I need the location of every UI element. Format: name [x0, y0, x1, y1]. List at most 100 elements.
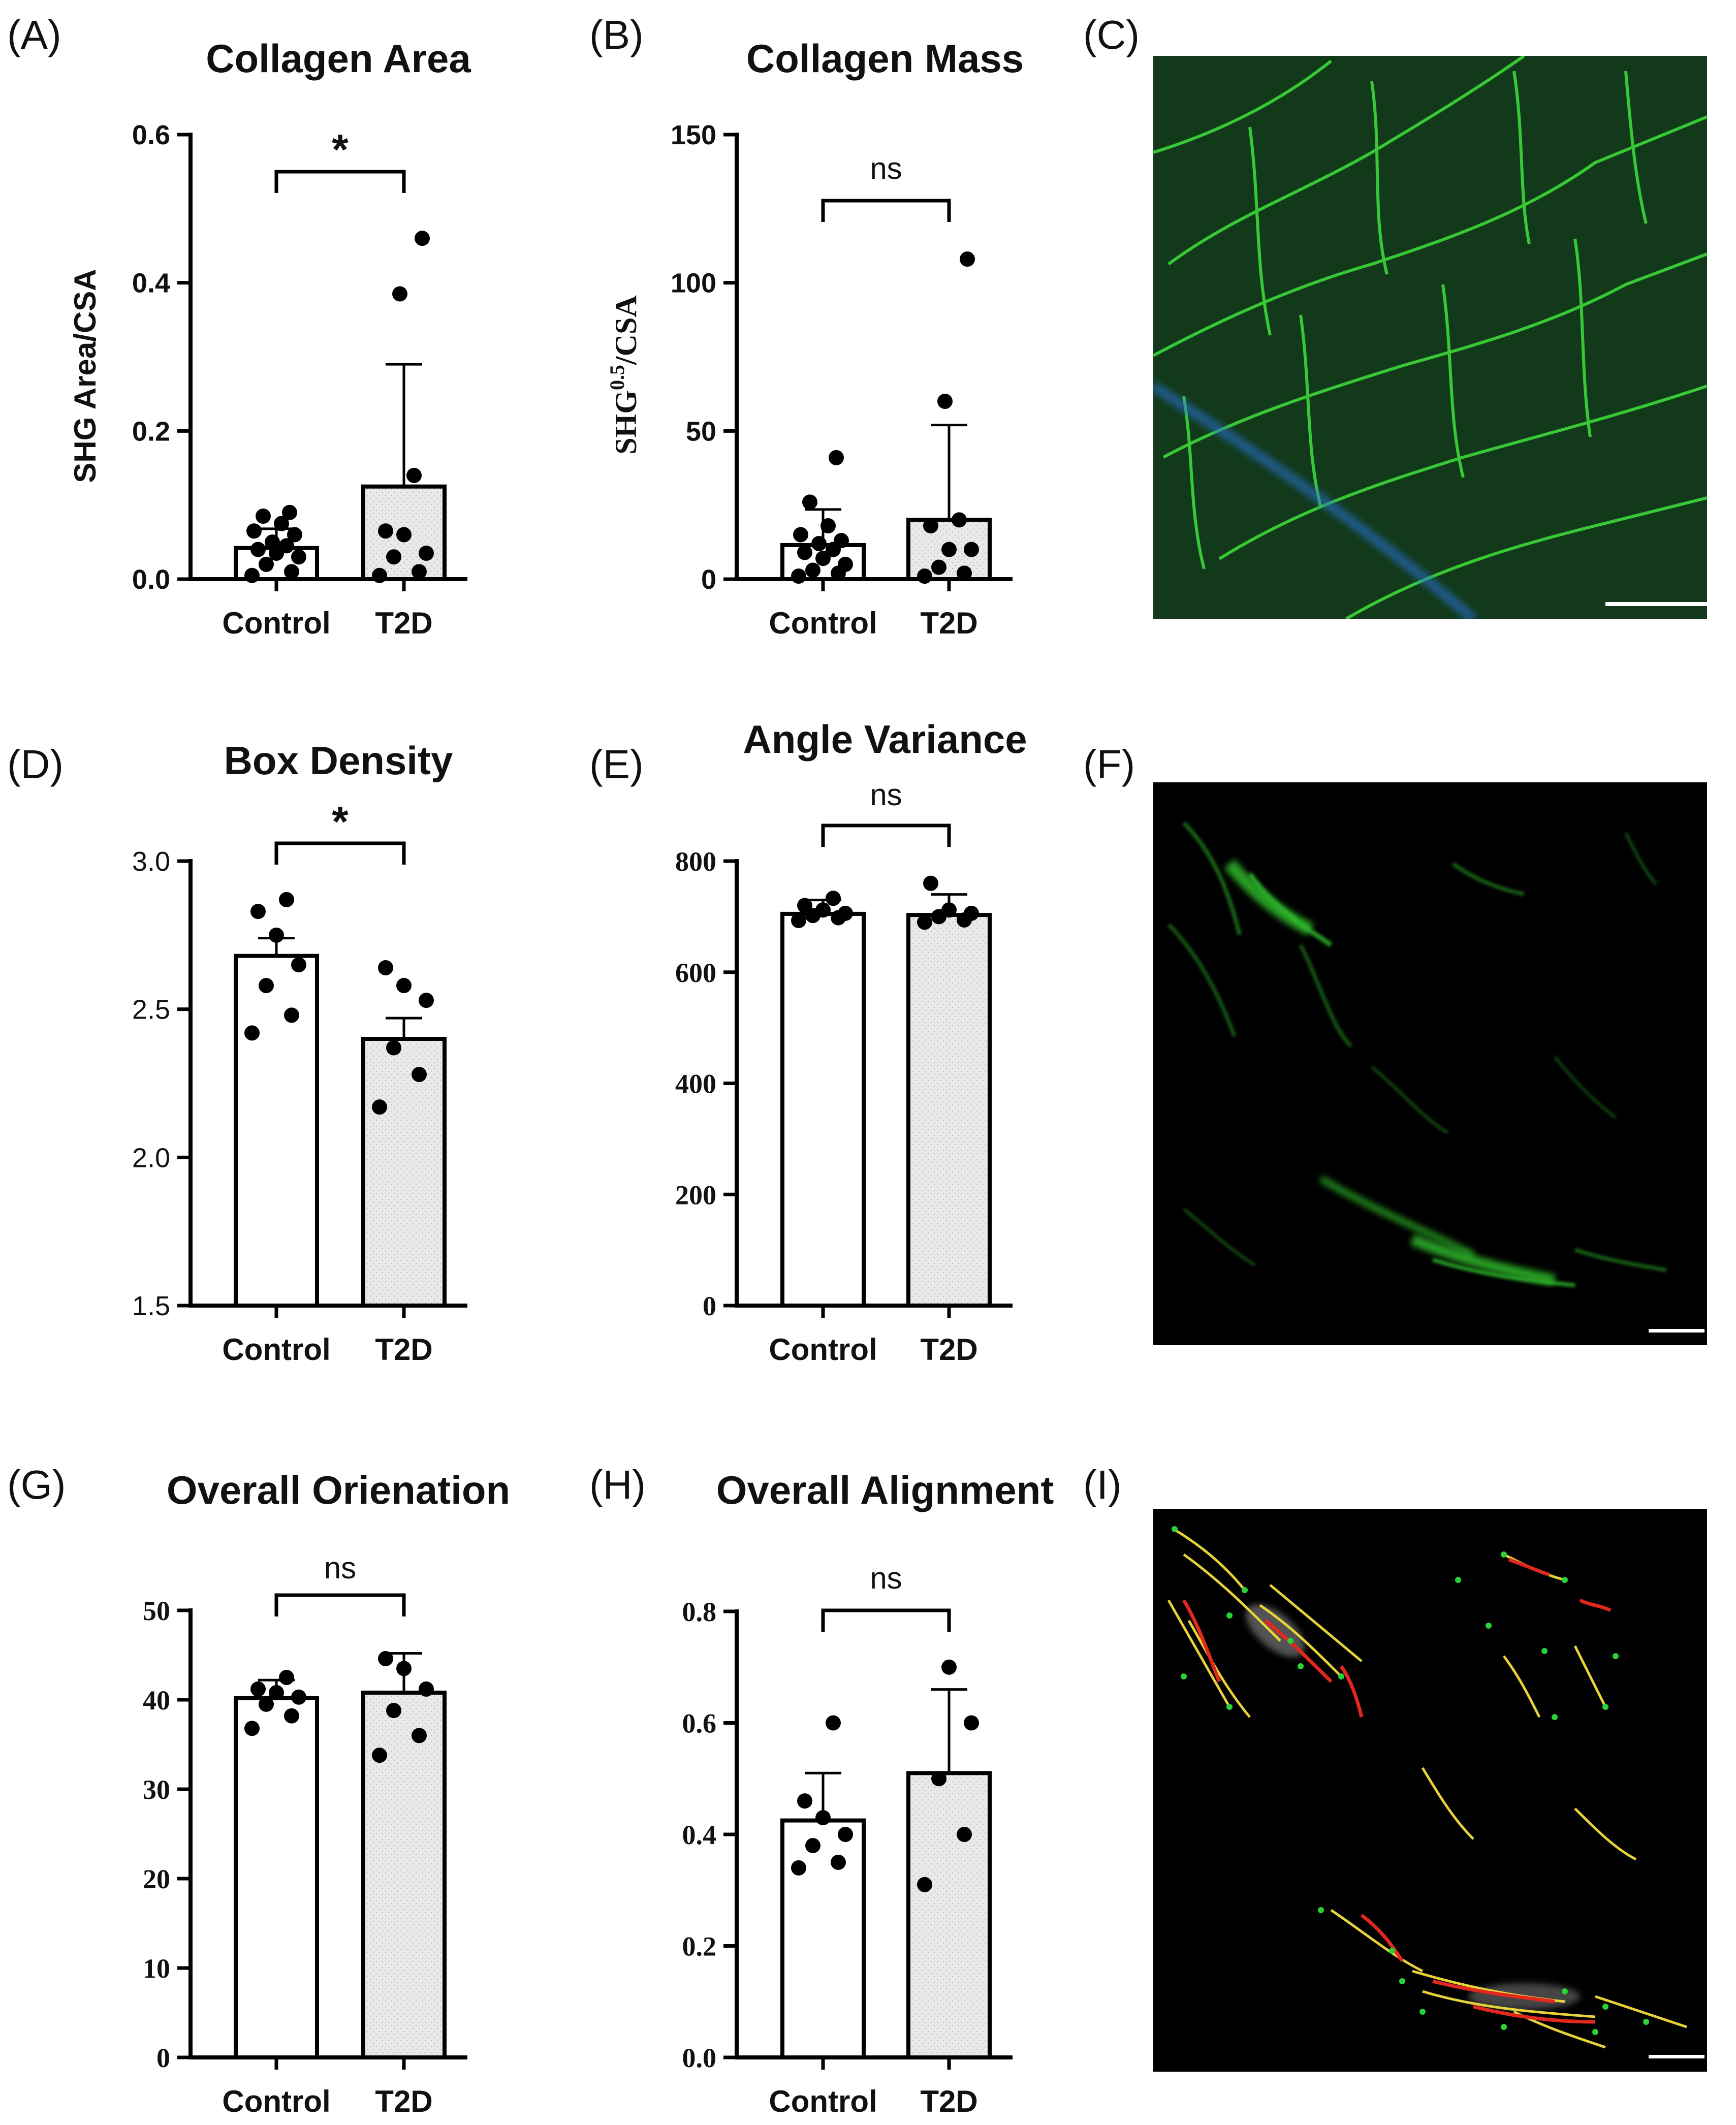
significance-label: * [332, 798, 349, 845]
chart-overall-orientation: Overall Orienation 0 10 20 30 40 50 Control T2D… [143, 1468, 510, 2118]
y-axis-label: SHG0.5/CSA [606, 295, 643, 454]
significance-label: ns [870, 778, 902, 812]
y-tick-label: 20 [143, 1864, 170, 1894]
y-tick-label: 30 [143, 1774, 170, 1805]
collagen-fibers [1167, 821, 1667, 1287]
chart-title: Overall Alignment [716, 1468, 1054, 1512]
y-tick-label: 50 [686, 416, 716, 447]
data-point [256, 509, 271, 524]
data-point [378, 1651, 393, 1667]
y-tick-label: 1.5 [132, 1291, 170, 1321]
data-point [378, 960, 393, 975]
significance-bracket [274, 1593, 406, 1616]
muscle-fiber-boundaries [1153, 56, 1707, 619]
scale-bar-c [1605, 602, 1707, 606]
data-point [244, 1721, 260, 1736]
bar-t2d [361, 1690, 447, 2059]
significance-bracket [821, 199, 951, 222]
data-point [964, 1715, 979, 1731]
data-point [412, 1728, 427, 1743]
significance-label: ns [870, 1561, 902, 1595]
data-point [811, 536, 827, 551]
data-point [259, 978, 274, 993]
category-label: T2D [920, 606, 977, 640]
data-point [964, 542, 979, 557]
data-point [805, 1837, 820, 1853]
data-point [386, 1703, 401, 1719]
chart-angle-variance: Angle Variance 0 200 400 600 800 Control T2D ns [675, 717, 1027, 1367]
category-label: Control [222, 606, 330, 640]
y-tick-label: 50 [143, 1596, 170, 1626]
category-label: Control [769, 1333, 877, 1367]
data-point [960, 251, 975, 267]
micrograph-i-background [1153, 1509, 1707, 2072]
data-point [419, 545, 434, 561]
data-point [826, 1715, 841, 1731]
data-point [415, 231, 430, 246]
data-point [791, 913, 806, 929]
data-point [412, 1067, 427, 1082]
data-point [917, 914, 932, 930]
y-axis-label-exponent: 0.5 [606, 365, 628, 390]
chart-collagen-area: Collagen Area SHG Area/CSA 0.0 0.2 0.4 0.6 C… [68, 36, 471, 640]
category-label: T2D [920, 2084, 977, 2118]
data-point [246, 523, 262, 539]
nuclei-band [1153, 381, 1477, 619]
chart-title: Collagen Area [206, 36, 471, 81]
category-label: T2D [375, 1333, 432, 1367]
panel-label-a: (A) [7, 12, 61, 57]
category-label: Control [769, 606, 877, 640]
data-point [826, 891, 841, 906]
panel-label-i: (I) [1083, 1462, 1122, 1507]
panel-label-b: (B) [589, 12, 644, 57]
data-point [250, 542, 266, 557]
significance-bracket [821, 823, 951, 847]
data-point [372, 567, 387, 583]
data-point [279, 1670, 294, 1685]
data-point [941, 902, 957, 918]
y-tick-label: 0.0 [682, 2043, 717, 2073]
y-tick-label: 0 [703, 1291, 716, 1321]
data-point [937, 394, 953, 409]
data-point [406, 467, 422, 483]
y-axis-label-base: SHG [609, 390, 643, 455]
panel-label-g: (G) [7, 1462, 66, 1507]
data-point [815, 551, 831, 566]
data-point [793, 527, 808, 543]
data-point [378, 523, 393, 539]
scale-bar-i [1649, 2055, 1705, 2058]
y-tick-label: 0.4 [682, 1820, 717, 1850]
data-point [244, 567, 260, 583]
data-point [284, 1708, 299, 1724]
micrograph-i [1153, 1509, 1707, 2072]
data-point [396, 527, 412, 543]
category-label: T2D [375, 606, 432, 640]
data-point [941, 1659, 957, 1675]
data-point [282, 504, 297, 520]
y-tick-label: 400 [675, 1069, 716, 1099]
significance-label: ns [870, 151, 902, 185]
bar-t2d [361, 1037, 447, 1308]
data-point [797, 898, 812, 913]
y-tick-label: 10 [143, 1953, 170, 1984]
y-tick-label: 150 [671, 120, 716, 150]
data-point [279, 538, 294, 554]
data-point [791, 568, 806, 584]
data-point [291, 1689, 306, 1705]
bar-control [234, 1696, 319, 2059]
data-point [372, 1099, 387, 1115]
data-point [396, 978, 412, 993]
data-point [287, 527, 302, 543]
chart-title: Collagen Mass [746, 36, 1024, 81]
data-point [250, 1681, 266, 1697]
y-tick-label: 0.6 [132, 120, 170, 150]
category-label: Control [222, 2084, 330, 2118]
data-point [917, 1877, 932, 1892]
data-point [838, 556, 853, 572]
data-point [957, 565, 972, 581]
fiber-lines-red [1182, 1558, 1612, 2024]
y-tick-label: 0.8 [682, 1597, 717, 1627]
data-point [244, 1025, 260, 1041]
micrograph-c [1153, 56, 1707, 619]
